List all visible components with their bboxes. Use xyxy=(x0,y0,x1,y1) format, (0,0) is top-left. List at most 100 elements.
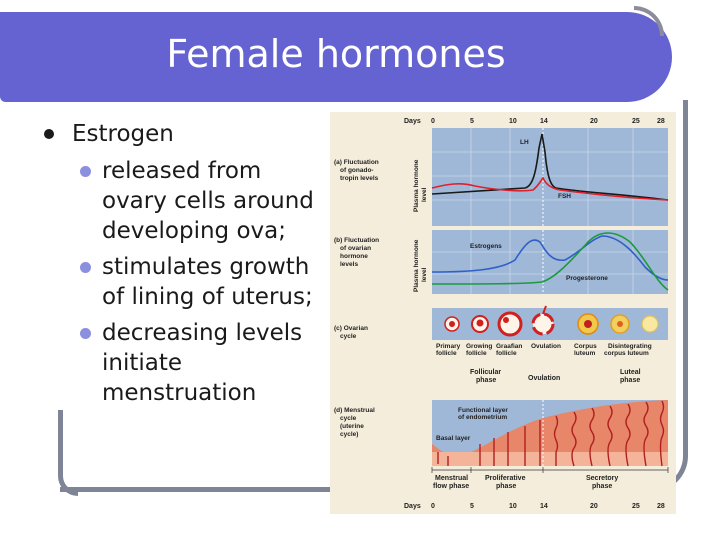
menstrual-cycle-figure: Days 0 5 10 14 20 25 28 LH FSH (a) Fluct… xyxy=(330,112,676,514)
panel-b-ovarian-hormones: Estrogens Progesterone (b) Fluctuation o… xyxy=(334,230,669,294)
proliferative-phase-label: phase xyxy=(496,483,516,490)
bullet-list: Estrogen released from ovary cells aroun… xyxy=(40,118,330,408)
endometrium-area xyxy=(432,400,668,466)
day-tick: 20 xyxy=(590,503,598,510)
panel-d-caption: (d) Menstrual xyxy=(334,407,375,414)
sub-bullet-dot-icon xyxy=(80,166,91,177)
slide-title: Female hormones xyxy=(166,32,506,76)
bullet-estrogen: Estrogen xyxy=(40,118,330,150)
day-tick: 14 xyxy=(540,118,548,125)
panel-a-background xyxy=(432,128,668,226)
follicle-label: luteum xyxy=(574,350,596,357)
estrogen-line xyxy=(431,235,669,281)
slide-frame-corner xyxy=(58,410,78,496)
days-label-top: Days xyxy=(404,118,421,125)
panel-c-caption: (c) Ovarian xyxy=(334,325,368,332)
disintegrating-corpus-luteum-icon xyxy=(610,314,630,334)
day-tick: 14 xyxy=(540,503,548,510)
sub-bullet-dot-icon xyxy=(80,262,91,273)
day-tick: 28 xyxy=(657,503,665,510)
follicular-phase-label: phase xyxy=(476,377,496,384)
progesterone-label: Progesterone xyxy=(566,275,608,282)
ovulation-phase-label: Ovulation xyxy=(528,375,560,382)
panel-c-caption: cycle xyxy=(340,333,357,340)
follicle-label: follicle xyxy=(466,350,487,357)
follicle-label: Growing xyxy=(466,343,492,350)
functional-layer-label: of endometrium xyxy=(458,414,507,421)
fsh-line xyxy=(431,176,669,201)
follicle-primary-icon xyxy=(444,316,460,332)
panel-b-caption: levels xyxy=(340,261,358,268)
sub-bullet-text: released from ovary cells around develop… xyxy=(102,158,314,244)
follicle-label: Corpus xyxy=(574,343,597,350)
day-tick: 5 xyxy=(470,118,474,125)
y-axis-label: level xyxy=(421,187,428,202)
basal-layer-area xyxy=(432,452,668,466)
panel-d-caption: cycle) xyxy=(340,431,358,438)
panel-d-uterine-cycle: (d) Menstrual cycle (uterine cycle) Func… xyxy=(334,400,669,490)
basal-layer-label: Basal layer xyxy=(436,435,471,442)
panel-d-caption: cycle xyxy=(340,415,357,422)
sub-bullet-1: released from ovary cells around develop… xyxy=(40,156,330,246)
menstrual-phase-label: flow phase xyxy=(433,483,469,490)
panel-d-caption: (uterine xyxy=(340,423,364,430)
estrogens-label: Estrogens xyxy=(470,243,502,250)
luteal-phase-label: phase xyxy=(620,377,640,384)
corpus-albicans-icon xyxy=(641,315,659,333)
ovulation-icon xyxy=(531,305,555,336)
day-tick: 5 xyxy=(470,503,474,510)
panel-b-caption: hormone xyxy=(340,253,368,260)
secretory-phase-label: phase xyxy=(592,483,612,490)
y-axis-label: level xyxy=(421,267,428,282)
uterine-glands xyxy=(437,400,665,467)
sub-bullet-2: stimulates growth of lining of uterus; xyxy=(40,252,330,312)
bullet-text: Estrogen xyxy=(72,121,174,147)
menstrual-phase-label: Menstrual xyxy=(435,475,468,482)
follicle-growing-icon xyxy=(471,315,489,333)
bottom-day-axis: Days 0 5 10 14 20 25 28 xyxy=(404,503,665,510)
y-axis-label: Plasma hormone xyxy=(413,239,420,292)
sub-bullet-text: decreasing levels initiate menstruation xyxy=(102,320,303,406)
day-tick: 0 xyxy=(431,503,435,510)
day-tick: 10 xyxy=(509,118,517,125)
y-axis-label: Plasma hormone xyxy=(413,159,420,212)
corpus-luteum-icon xyxy=(577,313,599,335)
follicle-label: Ovulation xyxy=(531,343,561,350)
day-tick: 20 xyxy=(590,118,598,125)
secretory-phase-label: Secretory xyxy=(586,475,618,482)
title-bar: Female hormones xyxy=(0,6,672,102)
functional-layer-label: Functional layer xyxy=(458,407,508,414)
bullet-dot-icon xyxy=(44,129,54,139)
lh-line xyxy=(431,133,669,201)
day-tick: 25 xyxy=(632,503,640,510)
follicle-label: follicle xyxy=(436,350,457,357)
day-tick: 0 xyxy=(431,118,435,125)
panel-c-ovarian-cycle: (c) Ovarian cycle Primary follicle Growi… xyxy=(334,305,668,384)
follicle-label: Graafian xyxy=(496,343,522,350)
day-tick: 28 xyxy=(657,118,665,125)
panel-b-caption: (b) Fluctuation xyxy=(334,237,379,244)
follicle-label: Disintegrating xyxy=(608,343,652,350)
panel-a-caption: of gonado- xyxy=(340,167,374,174)
lh-label: LH xyxy=(520,139,529,146)
luteal-phase-label: Luteal xyxy=(620,369,641,376)
follicle-label: corpus luteum xyxy=(604,350,649,357)
top-day-axis: Days 0 5 10 14 20 25 28 xyxy=(404,118,665,125)
follicle-graafian-icon xyxy=(497,311,523,337)
follicular-phase-label: Follicular xyxy=(470,369,501,376)
panel-a-caption: (a) Fluctuation xyxy=(334,159,379,166)
follicle-label: Primary xyxy=(436,343,461,350)
sub-bullet-text: stimulates growth of lining of uterus; xyxy=(102,254,313,310)
day-tick: 10 xyxy=(509,503,517,510)
days-label-bottom: Days xyxy=(404,503,421,510)
proliferative-phase-label: Proliferative xyxy=(485,475,526,482)
panel-a-gonadotropins: LH FSH (a) Fluctuation of gonado- tropin… xyxy=(334,128,669,226)
progesterone-line xyxy=(431,232,669,291)
day-tick: 25 xyxy=(632,118,640,125)
sub-bullet-3: decreasing levels initiate menstruation xyxy=(40,318,330,408)
panel-b-caption: of ovarian xyxy=(340,245,371,252)
fsh-label: FSH xyxy=(558,193,571,200)
panel-a-caption: tropin levels xyxy=(340,175,379,182)
sub-bullet-dot-icon xyxy=(80,328,91,339)
follicle-label: follicle xyxy=(496,350,517,357)
